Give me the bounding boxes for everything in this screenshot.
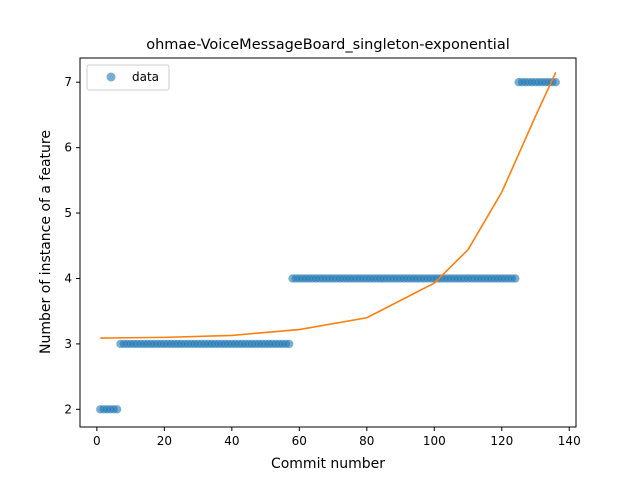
legend-label-data: data (132, 70, 159, 84)
x-tick-label: 60 (292, 434, 307, 448)
data-point (112, 405, 122, 414)
x-tick-label: 140 (558, 434, 581, 448)
data-point (551, 78, 560, 87)
x-axis-label: Commit number (271, 456, 385, 472)
chart-title: ohmae-VoiceMessageBoard_singleton-expone… (146, 37, 510, 53)
x-tick-label: 0 (93, 434, 101, 448)
y-tick-label: 3 (64, 337, 72, 351)
data-point (511, 274, 520, 283)
y-tick-label: 5 (64, 206, 72, 220)
plot-area (96, 72, 560, 414)
y-tick-label: 2 (64, 402, 72, 416)
x-tick-label: 120 (490, 434, 513, 448)
x-tick-label: 40 (224, 434, 239, 448)
y-tick-label: 4 (64, 271, 72, 285)
x-tick-label: 80 (359, 434, 374, 448)
y-tick-label: 7 (64, 75, 72, 89)
x-axis: 0 20 40 60 80 100 120 140 (93, 427, 581, 448)
fit-line (100, 72, 557, 339)
y-axis: 2 3 4 5 6 7 (64, 75, 80, 416)
y-axis-label: Number of instance of a feature (38, 130, 54, 354)
data-point (285, 339, 294, 349)
legend: data (86, 64, 170, 91)
legend-marker-data (106, 72, 116, 82)
x-tick-label: 100 (423, 434, 446, 448)
legend-box (86, 64, 170, 91)
x-tick-label: 20 (157, 434, 172, 448)
y-tick-label: 6 (64, 141, 72, 155)
plot-frame (79, 57, 577, 428)
